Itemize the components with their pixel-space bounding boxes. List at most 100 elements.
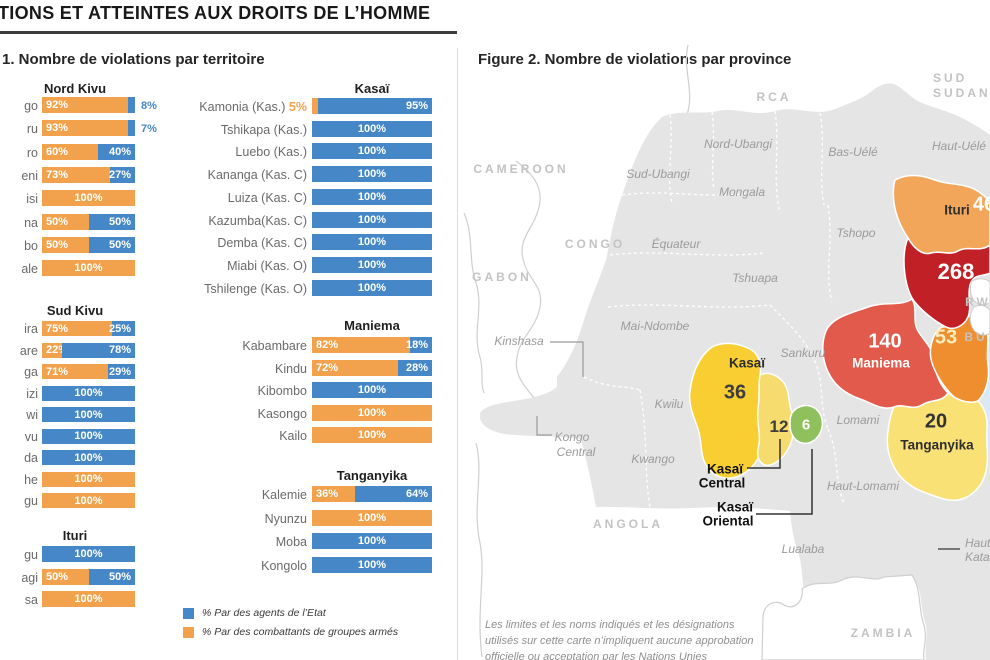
territory-label: ro	[26, 145, 38, 160]
title-underline	[0, 31, 457, 34]
territory-label: gu	[24, 494, 38, 508]
map-label: Kasaï	[716, 499, 754, 515]
map-label: Oriental	[702, 513, 754, 529]
percent-label: 100%	[357, 511, 387, 524]
percent-label: 100%	[74, 494, 103, 507]
bar-segment-agents: 50%	[88, 213, 135, 230]
map-label: Lualaba	[781, 542, 825, 556]
percent-label: 60%	[46, 145, 69, 158]
percent-label: 100%	[74, 430, 103, 442]
percent-label: 100%	[357, 122, 387, 135]
percent-label: 36%	[316, 488, 339, 500]
territory-label: go	[24, 99, 38, 113]
stacked-bar: 100%	[312, 382, 432, 399]
map-label: Kinshasa	[494, 334, 544, 348]
bar-segment-combattants: 100%	[312, 509, 432, 526]
bar-segment-agents: 18%	[406, 337, 432, 353]
callout-lines	[536, 341, 960, 550]
stacked-bar: 100%	[312, 211, 432, 228]
percent-label: 71%	[46, 365, 69, 378]
bar-segment-combattants: 50%	[42, 213, 89, 230]
bar-segment-agents: 27%	[109, 166, 135, 183]
percent-label: 93%	[46, 122, 69, 135]
province-group-header: Sud Kivu	[46, 303, 104, 318]
map-label: Mai-Ndombe	[620, 319, 690, 333]
territory-label: Kasongo	[257, 406, 307, 421]
violations-by-territory-chart: Nord Kivu go 92% 8% ru 93% 7% ro 60% 40% eni 73% 27%…	[0, 0, 457, 660]
territory-label: Miabi (Kas. O)	[227, 258, 307, 273]
map-region	[789, 404, 824, 445]
percent-label: 28%	[405, 361, 428, 374]
province-borders	[583, 110, 845, 508]
territory-label: Kongolo	[261, 558, 307, 573]
territory-label: Luebo (Kas.)	[235, 145, 307, 160]
percent-label: 100%	[357, 258, 387, 271]
province-group-header: Tanganyika	[336, 468, 408, 483]
map-region	[756, 372, 795, 467]
territory-label: vu	[24, 429, 38, 444]
stacked-bar: 100%	[312, 256, 432, 273]
stacked-bar: 100%	[312, 533, 432, 549]
stacked-bar: 100%	[42, 407, 135, 422]
stacked-bar: 100%	[312, 556, 432, 573]
percent-label: 100%	[357, 384, 387, 397]
rwanda-burundi-shapes	[969, 278, 990, 336]
map-label: Haut-	[965, 536, 990, 550]
percent-label: 100%	[357, 281, 387, 294]
bar-segment-agents: 40%	[97, 143, 135, 160]
report-title: TIONS ET ATTEINTES AUX DROITS DE L’HOMME	[0, 3, 431, 23]
map-label: CONGO	[564, 237, 626, 251]
bar-segment-combattants: 73%	[42, 166, 110, 183]
bar-segment-agents	[128, 120, 135, 137]
bar-segment-agents: 100%	[42, 546, 135, 562]
stacked-bar: 100%	[312, 509, 432, 526]
province-group-header: Nord Kivu	[43, 81, 107, 96]
territory-label: Kamonia (Kas.) 5%	[199, 100, 307, 114]
colored-provinces	[688, 174, 990, 502]
territory-label: Kazumba(Kas. C)	[208, 213, 307, 228]
agents-swatch	[183, 607, 194, 619]
stacked-bar: 100%	[312, 404, 432, 421]
bar-segment-combattants: 100%	[42, 493, 135, 508]
map-label: Tshopo	[836, 226, 876, 240]
map-label: Kwango	[631, 452, 675, 466]
figure-divider	[457, 48, 458, 660]
map-label: 6	[801, 416, 811, 434]
bar-segment-agents: 78%	[62, 342, 135, 358]
territory-label: Kailo	[279, 429, 307, 444]
bar-segment-agents: 28%	[398, 359, 432, 376]
stacked-bar: 100%	[312, 427, 432, 444]
bar-segment-combattants	[312, 98, 318, 114]
bar-segment-agents: 100%	[312, 143, 432, 160]
map-label: 46	[972, 193, 990, 216]
map-label: Sud-Ubangi	[626, 167, 690, 181]
percent-label: 100%	[357, 429, 387, 442]
bar-segment-agents: 100%	[42, 428, 135, 444]
province-group-header: Kasaï	[354, 81, 390, 96]
bar-segment-combattants: 82%	[312, 337, 411, 353]
stacked-bar: 100%	[42, 260, 135, 277]
bar-segment-combattants: 75%	[42, 321, 112, 336]
percent-label: 95%	[405, 100, 428, 112]
territory-label: Tshilenge (Kas. O)	[204, 281, 307, 296]
map-label: RW	[965, 295, 990, 309]
percent-label: 100%	[357, 213, 387, 226]
bar-segment-combattants: 100%	[42, 591, 135, 608]
percent-label: 92%	[46, 99, 69, 111]
bar-segment-agents: 100%	[42, 385, 135, 401]
stacked-bar: 100%	[312, 234, 432, 251]
territory-label: Demba (Kas. C)	[217, 236, 307, 251]
stacked-bar: 95%	[312, 98, 432, 114]
stacked-bar: 60% 40%	[42, 143, 135, 160]
territory-label: Kibombo	[257, 384, 307, 399]
territory-label: wi	[26, 408, 38, 422]
percent-label: 29%	[108, 365, 131, 378]
percent-label: 72%	[316, 361, 339, 374]
bar-segment-agents: 100%	[312, 279, 432, 296]
percent-label: 100%	[357, 535, 387, 547]
bar-segment-agents: 100%	[312, 256, 432, 273]
stacked-bar: 100%	[42, 428, 135, 444]
territory-label: isi	[26, 192, 38, 207]
territory-label: Kabambare	[242, 339, 307, 353]
territory-label: Kindu	[275, 361, 307, 376]
